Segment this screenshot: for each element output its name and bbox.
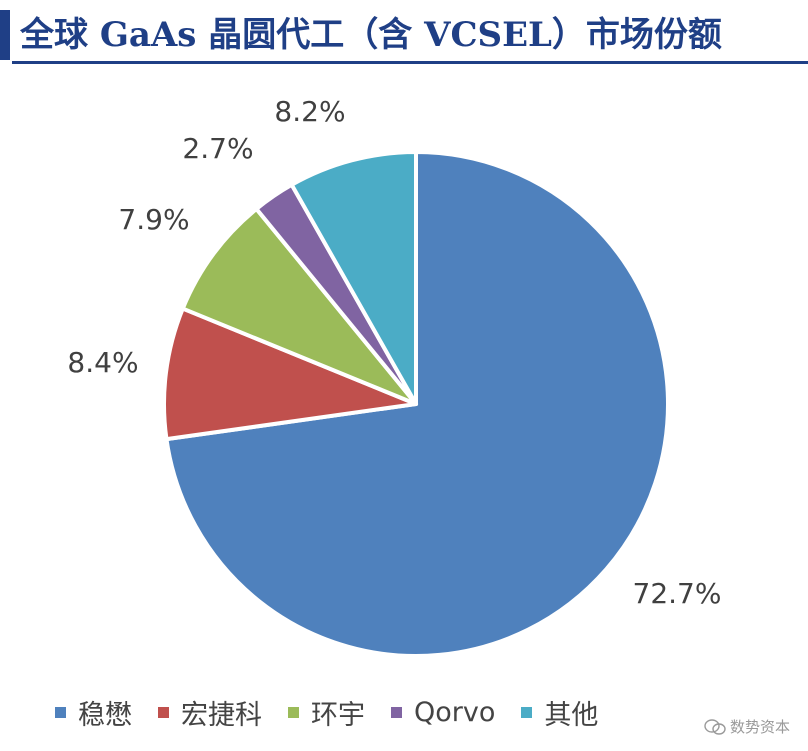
legend-item-2: 宏捷科 [158,693,262,732]
watermark-text: 数势资本 [729,718,790,736]
title-bar: 全球 GaAs 晶圆代工（含 VCSEL）市场份额 [0,0,808,64]
legend-label: 稳懋 [78,699,132,731]
legend-item-4: Qorvo [391,697,495,728]
legend-swatch [158,706,169,718]
legend-item-5: 其他 [521,693,598,732]
data-label-1: 72.7% [633,577,722,610]
legend-item-3: 环宇 [288,693,365,732]
legend-swatch [521,706,533,718]
pie-slice-2 [162,306,418,442]
watermark: 数势资本 [704,716,790,737]
legend-label: 其他 [544,699,599,731]
data-label-3: 7.9% [118,203,189,236]
chart-title: 全球 GaAs 晶圆代工（含 VCSEL）市场份额 [20,15,722,55]
data-label-2: 8.4% [67,346,138,379]
legend-swatch [55,706,66,718]
data-label-5: 8.2% [274,95,345,128]
pie-slice-5 [289,150,418,406]
wechat-icon [704,718,726,735]
title-underline [12,61,808,64]
legend-label: 环宇 [311,699,365,731]
title-accent-bar [0,10,10,60]
chart-legend: 稳懋 宏捷科 环宇 Qorvo 其他 [55,690,624,734]
legend-swatch [391,706,402,718]
legend-label: 宏捷科 [181,699,262,731]
data-label-4: 2.7% [182,132,253,165]
legend-item-1: 稳懋 [55,693,132,732]
legend-label: Qorvo [414,696,496,728]
legend-swatch [288,706,299,718]
pie-slice-3 [180,206,418,406]
